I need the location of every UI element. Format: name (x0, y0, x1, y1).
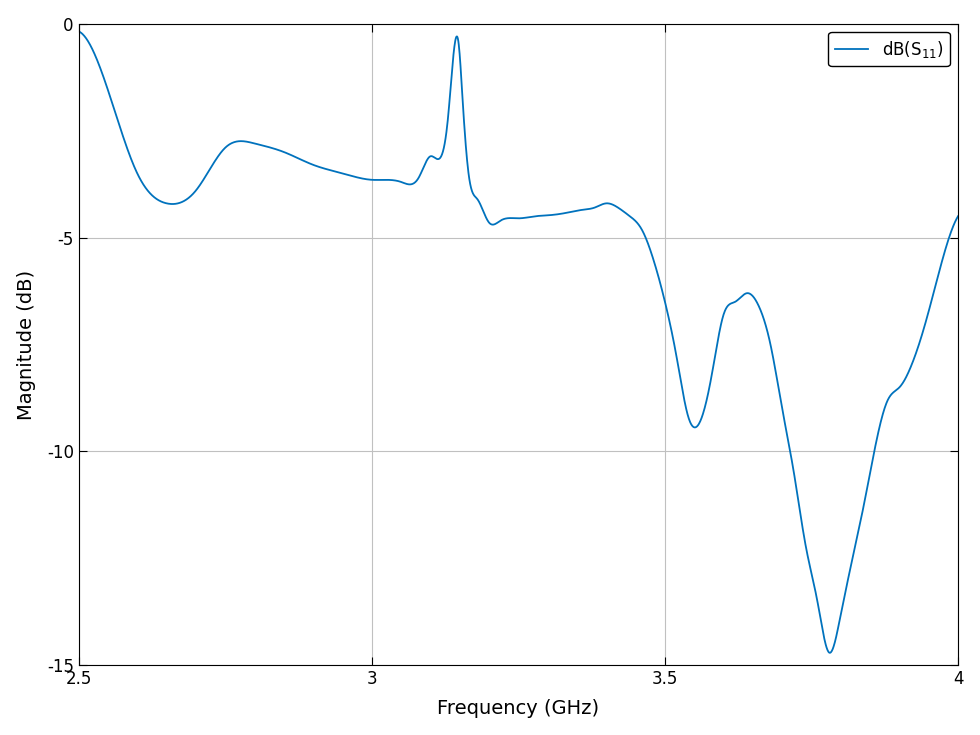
dB(S$_{11}$) (824, 648, 836, 657)
dB(S$_{11}$) (953, 212, 964, 220)
Y-axis label: Magnitude (dB): Magnitude (dB) (17, 270, 35, 420)
Legend: dB(S$_{11}$): dB(S$_{11}$) (828, 32, 950, 66)
dB(S$_{11}$) (927, 293, 939, 301)
dB(S$_{11}$) (477, 206, 489, 215)
dB(S$_{11}$) (118, 133, 129, 142)
dB(S$_{11}$) (765, 343, 777, 352)
X-axis label: Frequency (GHz): Frequency (GHz) (437, 699, 600, 718)
dB(S$_{11}$) (73, 27, 84, 36)
dB(S$_{11}$) (927, 290, 939, 299)
dB(S$_{11}$) (501, 214, 513, 223)
Line: dB(S$_{11}$): dB(S$_{11}$) (78, 32, 958, 653)
